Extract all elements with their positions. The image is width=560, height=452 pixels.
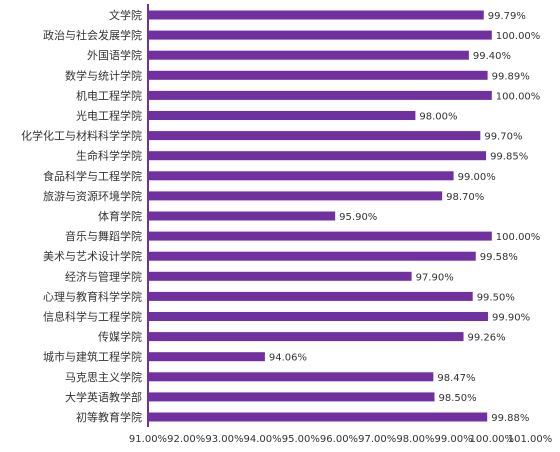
category-label: 马克思主义学院: [65, 370, 142, 384]
category-label: 信息科学与工程学院: [43, 310, 142, 324]
value-label: 98.70%: [446, 192, 484, 203]
bar: [148, 30, 492, 40]
x-tick-label: 99.00%: [435, 434, 473, 445]
bar: [148, 231, 492, 241]
x-tick-label: 100.00%: [470, 434, 515, 445]
value-label: 99.88%: [491, 413, 529, 424]
bar: [148, 352, 265, 362]
category-label: 化学化工与材料科学学院: [21, 129, 142, 143]
bar: [148, 291, 473, 301]
value-label: 94.06%: [269, 353, 307, 364]
bar: [148, 191, 443, 201]
category-label: 政治与社会发展学院: [43, 28, 142, 42]
bars-group: [148, 10, 492, 422]
bar: [148, 111, 416, 120]
bar: [148, 332, 464, 342]
value-label: 99.85%: [490, 152, 528, 163]
bar: [148, 312, 488, 321]
bar: [148, 412, 488, 422]
value-label: 98.47%: [437, 373, 475, 384]
value-label: 95.90%: [339, 212, 377, 223]
x-tick-label: 94.00%: [244, 434, 282, 445]
value-labels: 99.79% 100.00% 99.40% 99.89% 100.00% 98.00% 99…: [269, 11, 540, 424]
bar: [148, 10, 484, 20]
x-tick-label: 97.00%: [358, 434, 396, 445]
x-tick-label: 91.00%: [129, 434, 167, 445]
category-label: 数学与统计学院: [65, 68, 142, 82]
value-label: 100.00%: [496, 91, 541, 102]
category-label: 光电工程学院: [76, 109, 142, 123]
value-label: 99.70%: [484, 132, 522, 143]
value-label: 99.50%: [477, 292, 515, 303]
category-label: 生命科学学院: [76, 149, 142, 163]
bar: [148, 251, 476, 261]
category-label: 经济与管理学院: [65, 269, 142, 283]
bar: [148, 271, 412, 281]
bar: [148, 90, 492, 100]
x-tick-label: 96.00%: [320, 434, 358, 445]
bar: [148, 372, 434, 382]
category-label: 美术与艺术设计学院: [43, 249, 142, 263]
x-tick-label: 92.00%: [167, 434, 205, 445]
bar: [148, 131, 481, 141]
bar: [148, 151, 487, 161]
value-label: 99.40%: [473, 51, 511, 62]
category-label: 外国语学院: [87, 48, 142, 62]
value-label: 98.50%: [439, 393, 477, 404]
value-label: 99.90%: [492, 313, 530, 324]
category-labels: 文学院政治与社会发展学院外国语学院数学与统计学院机电工程学院光电工程学院化学化工…: [21, 8, 142, 424]
value-label: 99.26%: [468, 333, 506, 344]
value-label: 99.00%: [458, 172, 496, 183]
category-label: 文学院: [109, 8, 142, 22]
x-tick-label: 95.00%: [282, 434, 320, 445]
category-label: 初等教育学院: [76, 410, 142, 424]
category-label: 城市与建筑工程学院: [43, 350, 142, 364]
category-label: 音乐与舞蹈学院: [65, 229, 142, 243]
bar: [148, 50, 469, 60]
value-label: 99.79%: [488, 11, 526, 22]
category-label: 旅游与资源环境学院: [43, 189, 142, 203]
category-label: 体育学院: [98, 209, 142, 223]
bar: [148, 211, 336, 221]
category-label: 传媒学院: [98, 330, 142, 344]
category-label: 机电工程学院: [76, 88, 142, 102]
bar: [148, 171, 454, 181]
value-label: 100.00%: [496, 232, 541, 243]
value-label: 99.58%: [480, 252, 518, 263]
value-label: 97.90%: [416, 272, 454, 283]
bar: [148, 70, 488, 80]
bar: [148, 392, 435, 402]
category-label: 食品科学与工程学院: [43, 169, 142, 183]
x-tick-label: 101.00%: [508, 434, 553, 445]
value-label: 99.89%: [492, 71, 530, 82]
x-axis-ticks: 91.00% 92.00% 93.00% 94.00% 95.00% 96.00% 97.0…: [129, 434, 552, 445]
value-label: 98.00%: [419, 112, 457, 123]
x-tick-label: 98.00%: [396, 434, 434, 445]
x-tick-label: 93.00%: [205, 434, 243, 445]
value-label: 100.00%: [496, 31, 541, 42]
category-label: 心理与教育科学学院: [43, 289, 142, 303]
category-label: 大学英语教学部: [65, 390, 142, 404]
